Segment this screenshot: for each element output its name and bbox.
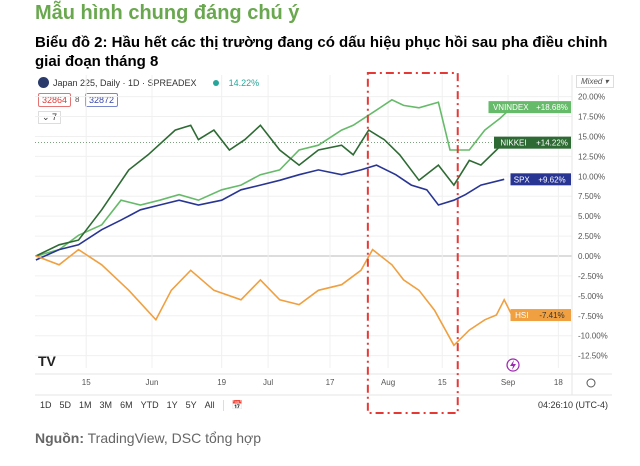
y-tick-label: -12.50% xyxy=(578,352,608,361)
clock: 04:26:10 (UTC-4) xyxy=(537,400,608,410)
series-value-label: +14.22% xyxy=(536,139,568,148)
range-5d[interactable]: 5D xyxy=(59,400,72,410)
x-tick-label: Jun xyxy=(146,378,159,387)
series-name-label: HSI xyxy=(515,311,528,320)
range-1m[interactable]: 1M xyxy=(79,400,92,410)
x-tick-label: Jul xyxy=(263,378,273,387)
market-status-icon xyxy=(212,79,219,86)
x-tick-label: 19 xyxy=(217,378,226,387)
y-tick-label: 0.00% xyxy=(578,252,601,261)
symbol-legend: Japan 225, Daily · 1D · SPREADEX 14.22% xyxy=(38,77,259,88)
series-name-tag xyxy=(510,309,533,322)
section-title: Mẫu hình chung đáng chú ý xyxy=(35,2,300,24)
scale-mode-label: Mixed xyxy=(581,77,603,86)
x-tick-label: 15 xyxy=(438,378,447,387)
symbol-logo-icon xyxy=(38,77,49,88)
y-tick-label: -2.50% xyxy=(578,272,603,281)
y-tick-label: 5.00% xyxy=(578,212,601,221)
tradingview-logo-icon: TV xyxy=(38,353,57,369)
series-value-tag xyxy=(533,309,571,322)
y-tick-label: -10.00% xyxy=(578,332,608,341)
series-name-label: VNINDEX xyxy=(493,103,529,112)
range-ytd[interactable]: YTD xyxy=(140,400,159,410)
y-tick-label: 10.00% xyxy=(578,172,605,181)
x-tick-label: 18 xyxy=(554,378,563,387)
lightning-glyph-icon xyxy=(510,360,516,370)
source-note: Nguồn: TradingView, DSC tổng hợp xyxy=(35,430,261,446)
series-value-label: +9.62% xyxy=(538,175,565,184)
x-tick-label: Aug xyxy=(381,378,395,387)
series-line-hsi xyxy=(35,248,513,347)
lightning-icon xyxy=(506,358,520,372)
source-label: Nguồn: xyxy=(35,430,84,446)
symbol-name[interactable]: Japan 225, Daily · 1D · SPREADEX xyxy=(53,77,197,88)
collapse-indicators-button[interactable]: ⌄ 7 xyxy=(38,111,62,124)
series-value-label: +18.68% xyxy=(536,103,568,112)
y-tick-label: 17.50% xyxy=(578,113,605,122)
chart-caption: Biểu đồ 2: Hầu hết các thị trường đang c… xyxy=(35,34,608,70)
range-3m[interactable]: 3M xyxy=(99,400,113,410)
x-tick-label: Sep xyxy=(501,378,516,387)
indicator-count: 7 xyxy=(52,112,58,122)
spread-value: 8 xyxy=(75,95,80,104)
y-tick-label: 2.50% xyxy=(578,232,601,241)
series-value-tag xyxy=(533,101,571,114)
y-tick-label: 20.00% xyxy=(578,93,605,102)
series-name-tag xyxy=(488,101,533,114)
range-6m[interactable]: 6M xyxy=(120,400,133,410)
y-tick-label: -7.50% xyxy=(578,312,603,321)
range-selector: 1D 5D 1M 3M 6M YTD 1Y 5Y All 📅 xyxy=(40,400,243,411)
series-value-tag xyxy=(533,136,571,149)
y-tick-label: -5.00% xyxy=(578,292,603,301)
ask-price-button[interactable]: 32872 xyxy=(85,93,119,107)
last-price-dot xyxy=(509,140,515,146)
series-line-vnindex xyxy=(35,98,513,257)
y-tick-label: 12.50% xyxy=(578,152,605,161)
bid-price-button[interactable]: 32864 xyxy=(38,93,72,107)
series-name-tag xyxy=(510,173,533,186)
scale-mode-dropdown[interactable]: Mixed ▾ xyxy=(576,75,614,88)
y-tick-label: 15.00% xyxy=(578,132,605,141)
calendar-icon[interactable]: 📅 xyxy=(222,400,243,411)
series-line-nikkei xyxy=(35,124,512,257)
series-value-tag xyxy=(533,173,571,186)
symbol-change: 14.22% xyxy=(228,77,260,88)
series-name-label: SPX xyxy=(514,175,531,184)
highlight-box xyxy=(366,72,459,414)
y-tick-label: 7.50% xyxy=(578,192,601,201)
x-tick-label: 17 xyxy=(326,378,335,387)
source-text: TradingView, DSC tổng hợp xyxy=(87,430,262,446)
x-tick-label: 15 xyxy=(82,378,91,387)
series-name-label: NIKKEI xyxy=(500,139,526,148)
range-1y[interactable]: 1Y xyxy=(166,400,178,410)
series-name-tag xyxy=(494,136,533,149)
range-5y[interactable]: 5Y xyxy=(185,400,197,410)
range-all[interactable]: All xyxy=(204,400,215,410)
settings-gear-icon xyxy=(586,378,596,388)
series-value-label: -7.41% xyxy=(539,311,564,320)
range-1d[interactable]: 1D xyxy=(40,400,52,410)
series-line-spx xyxy=(35,164,505,261)
